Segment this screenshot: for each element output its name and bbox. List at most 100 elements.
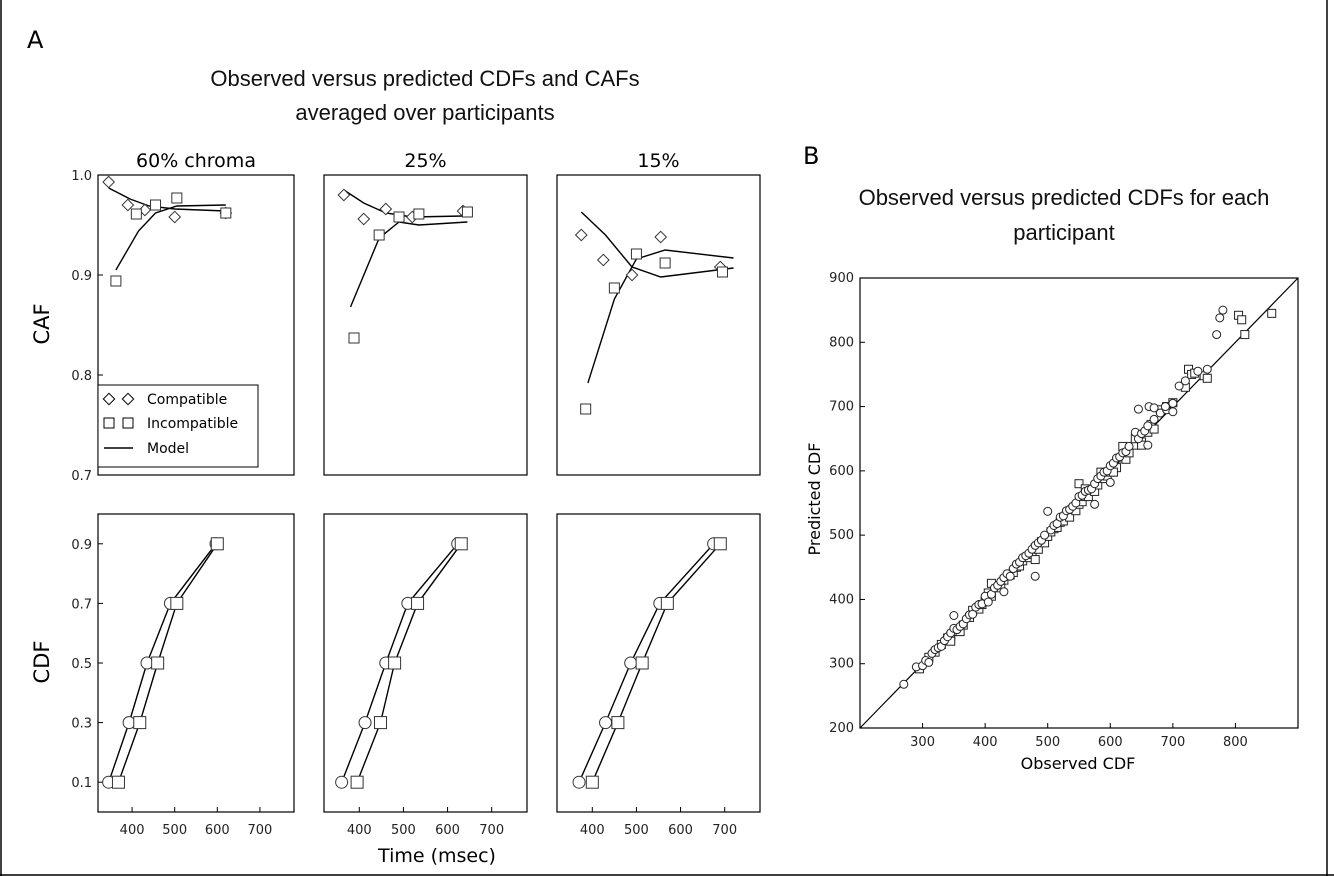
subplot-2: 25% — [323, 150, 528, 476]
scatter-compatible-point — [1040, 530, 1050, 540]
scatter-y-tick-label: 400 — [829, 592, 854, 607]
scatter-compatible-point — [1005, 571, 1015, 581]
compatible-marker — [572, 775, 586, 789]
caf-y-axis-label: CAF — [30, 303, 54, 344]
subplot-frame — [323, 174, 528, 476]
panel-a-label: A — [27, 26, 44, 54]
y-tick-label: 0.9 — [71, 269, 92, 284]
subplot-title: 15% — [637, 150, 679, 172]
incompatible-marker — [220, 207, 232, 219]
subplot-3: 15% — [556, 150, 761, 476]
scatter-incompatible-point — [1202, 373, 1212, 383]
predicted-cdf-y-axis-label: Predicted CDF — [805, 443, 824, 556]
scatter-compatible-point — [1218, 305, 1228, 315]
x-tick-label: 400 — [120, 823, 145, 838]
scatter-y-tick-label: 500 — [829, 528, 854, 543]
subplot-frame — [97, 513, 295, 813]
incompatible-marker — [580, 403, 592, 415]
x-tick-label: 600 — [435, 823, 460, 838]
scatter-y-tick-label: 700 — [829, 400, 854, 415]
panel-b-title-line1: Observed versus predicted CDFs for each — [859, 185, 1270, 210]
compatible-marker — [574, 228, 588, 242]
scatter-compatible-point — [1180, 376, 1190, 386]
legend-box — [97, 384, 259, 468]
compatible-marker — [357, 212, 371, 226]
x-tick-label: 400 — [580, 823, 605, 838]
incompatible-marker — [350, 775, 364, 789]
model-line-compatible — [108, 187, 226, 212]
scatter-compatible-point — [1174, 381, 1184, 391]
incompatible-marker — [151, 656, 165, 670]
panel-a-title-line2: averaged over participants — [295, 100, 554, 125]
panel-b-label: B — [803, 142, 819, 170]
incompatible-marker — [713, 537, 727, 551]
scatter-compatible-point — [1133, 404, 1143, 414]
scatter-incompatible-point — [1074, 479, 1084, 489]
subplot-title: 25% — [404, 150, 446, 172]
incompatible-marker — [150, 199, 162, 211]
x-tick-label: 500 — [624, 823, 649, 838]
scatter-incompatible-point — [1267, 308, 1277, 318]
scatter-compatible-point — [1149, 414, 1159, 424]
subplot-frame — [556, 513, 761, 813]
compatible-marker — [121, 198, 135, 212]
incompatible-marker — [716, 266, 728, 278]
incompatible-marker — [348, 332, 360, 344]
scatter-compatible-point — [1168, 398, 1178, 408]
scatter-x-tick-label: 800 — [1223, 735, 1248, 750]
incompatible-marker — [635, 656, 649, 670]
panel-a-subplots: 60% chroma 0.7 0.8 0.9 1.0 25% 15% 0.1 0.3 0.5 0.7… — [71, 150, 761, 838]
scatter-incompatible-point — [1030, 555, 1040, 565]
x-tick-label: 700 — [247, 823, 272, 838]
incompatible-marker — [130, 208, 142, 220]
scatter-y-tick-label: 300 — [829, 657, 854, 672]
legend-model-label: Model — [147, 441, 189, 457]
scatter-x-tick-label: 600 — [1098, 735, 1123, 750]
subplot-frame — [556, 174, 761, 476]
incompatible-marker — [170, 596, 184, 610]
scatter-compatible-point — [1212, 330, 1222, 340]
incompatible-marker — [373, 229, 385, 241]
panel-a: A Observed versus predicted CDFs and CAF… — [27, 26, 640, 867]
incompatible-marker — [110, 275, 122, 287]
scatter-x-tick-label: 300 — [910, 735, 935, 750]
compatible-marker — [596, 253, 610, 267]
x-tick-label: 600 — [205, 823, 230, 838]
subplot-6: 400 500 600 700 — [556, 513, 761, 838]
y-tick-label: 0.9 — [71, 538, 92, 553]
scatter-x-tick-label: 700 — [1160, 735, 1185, 750]
incompatible-marker — [373, 716, 387, 730]
compatible-marker — [102, 175, 116, 189]
incompatible-marker — [608, 282, 620, 294]
compatible-marker — [625, 268, 639, 282]
scatter-y-tick-label: 600 — [829, 464, 854, 479]
incompatible-marker — [454, 537, 468, 551]
model-line-incompatible — [115, 204, 226, 271]
compatible-marker — [335, 775, 349, 789]
scatter-compatible-point — [1168, 407, 1178, 417]
incompatible-marker — [611, 716, 625, 730]
panel-a-title-line1: Observed versus predicted CDFs and CAFs — [210, 66, 639, 91]
scatter-compatible-point — [899, 679, 909, 689]
compatible-marker — [624, 656, 638, 670]
y-tick-label: 0.1 — [71, 776, 92, 791]
legend: Compatible Incompatible Model — [97, 384, 259, 468]
incompatible-marker — [659, 257, 671, 269]
incompatible-marker — [461, 206, 473, 218]
x-tick-label: 700 — [479, 823, 504, 838]
y-tick-label: 0.5 — [71, 657, 92, 672]
scatter-compatible-point — [999, 587, 1009, 597]
scatter-compatible-point — [1105, 477, 1115, 487]
scatter-compatible-point — [949, 611, 959, 620]
incompatible-marker — [388, 656, 402, 670]
scatter-compatible-point — [1143, 421, 1153, 431]
observed-cdf-x-axis-label: Observed CDF — [1021, 754, 1136, 773]
x-tick-label: 600 — [668, 823, 693, 838]
compatible-marker — [599, 716, 613, 730]
scatter-compatible-point — [1202, 364, 1212, 374]
compatible-marker — [168, 210, 182, 224]
incompatible-marker — [660, 596, 674, 610]
scatter-incompatible-point — [1240, 330, 1250, 340]
scatter-y-tick-label: 200 — [829, 721, 854, 736]
